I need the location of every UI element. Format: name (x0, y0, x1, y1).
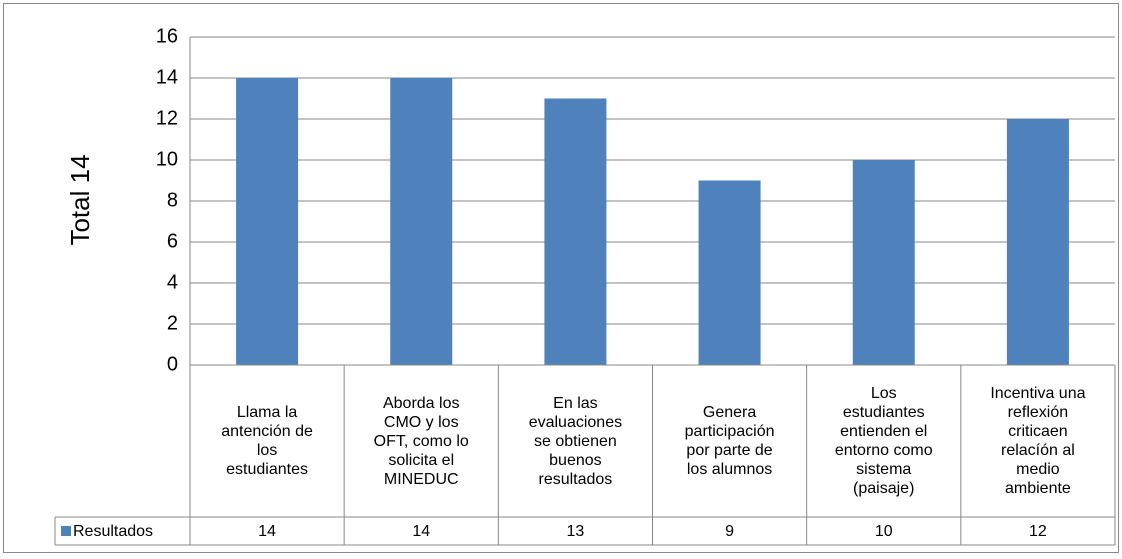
y-axis-label: Total 14 (65, 154, 95, 245)
x-tick-label: Los estudiantes entienden el entorno com… (834, 385, 933, 497)
bar (544, 98, 607, 365)
y-tick-label: 2 (167, 312, 178, 334)
y-tick-label: 8 (167, 189, 178, 211)
bar (390, 78, 453, 365)
chart-frame (3, 3, 1119, 553)
x-tick-label: Genera participación por parte de los al… (684, 404, 775, 478)
y-tick-label: 12 (156, 107, 178, 129)
data-table-value: 14 (258, 523, 276, 540)
bar (1006, 119, 1069, 365)
bar (852, 160, 915, 365)
x-tick-label: Incentiva una reflexión criticaen relací… (990, 385, 1086, 497)
x-tick-label: Aborda los CMO y los OFT, como lo solici… (373, 394, 469, 488)
y-tick-label: 0 (167, 353, 178, 375)
y-tick-label: 14 (156, 66, 178, 88)
data-table-value: 14 (412, 523, 430, 540)
legend-label: Resultados (73, 523, 153, 540)
legend-swatch (61, 526, 71, 536)
y-tick-label: 10 (156, 148, 178, 170)
y-tick-label: 4 (167, 271, 178, 293)
data-table-value: 13 (567, 523, 585, 540)
data-table-value: 9 (725, 523, 734, 540)
data-table-value: 10 (875, 523, 893, 540)
x-tick-label: Llama la antención de los estudiantes (221, 404, 313, 478)
bar (698, 180, 761, 365)
y-tick-label: 16 (156, 25, 178, 47)
bar (236, 78, 299, 365)
x-tick-label: En las evaluaciones se obtienen buenos r… (528, 394, 623, 488)
y-tick-label: 6 (167, 230, 178, 252)
data-table-value: 12 (1029, 523, 1047, 540)
